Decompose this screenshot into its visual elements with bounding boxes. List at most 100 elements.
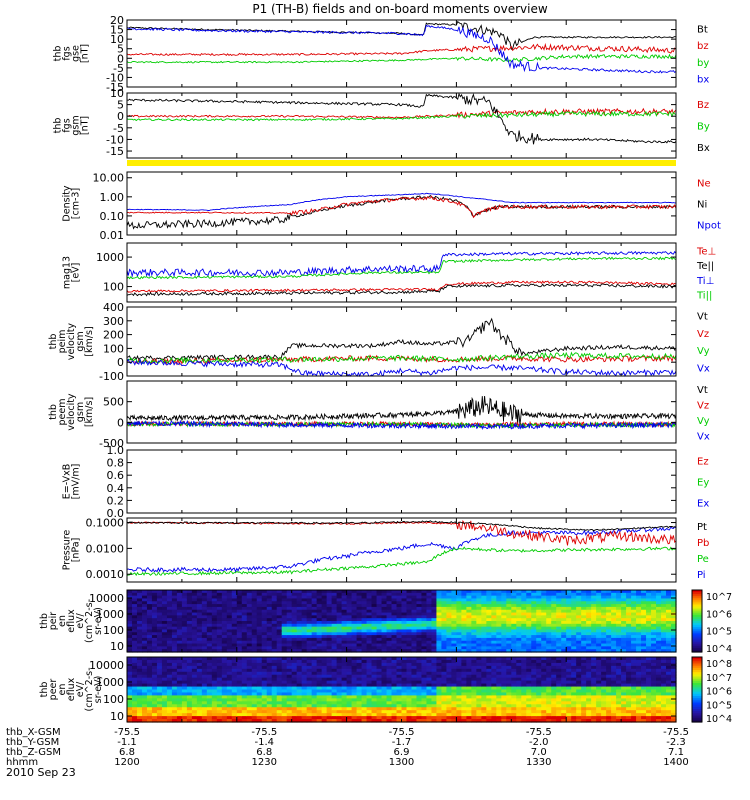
peer-spectrogram-cell: [596, 668, 602, 673]
peer-spectrogram-cell: [411, 698, 418, 702]
peer-spectrogram-cell: [596, 680, 602, 685]
peer-spectrogram-cell: [131, 704, 138, 708]
peer-spectrogram-cell: [396, 657, 403, 661]
peer-spectrogram-cell: [561, 707, 567, 711]
peir-spectrogram-cell: [541, 601, 547, 605]
peir-spectrogram-cell: [611, 612, 617, 616]
peer-spectrogram-cell: [386, 659, 393, 664]
peir-spectrogram-cell: [276, 626, 283, 631]
peer-spectrogram-cell: [356, 710, 363, 714]
peir-spectrogram-cell: [486, 635, 492, 639]
peer-spectrogram-cell: [506, 689, 512, 694]
peir-spectrogram-cell: [316, 618, 323, 622]
peer-spectrogram-cell: [546, 680, 552, 685]
peir-spectrogram-cell: [606, 637, 612, 642]
peir-spectrogram-cell: [536, 598, 542, 602]
peir-spectrogram-cell: [466, 649, 472, 653]
peer-spectrogram-cell: [541, 659, 547, 664]
peer-spectrogram-cell: [176, 677, 183, 682]
peer-spectrogram-cell: [141, 707, 148, 711]
peer-spectrogram-cell: [421, 668, 428, 673]
peir-spectrogram-cell: [381, 646, 388, 650]
efield-ytick-label: 0.4: [107, 482, 125, 495]
peir-spectrogram-cell: [181, 629, 188, 633]
peer-spectrogram-cell: [301, 659, 308, 664]
efield-ylabel: [mV/m]: [71, 464, 82, 500]
peir-spectrogram-cell: [496, 635, 502, 639]
peer-spectrogram-cell: [406, 704, 413, 708]
peir-spectrogram-cell: [276, 640, 283, 645]
peir-spectrogram-cell: [456, 646, 462, 650]
peer-spectrogram-cell: [426, 689, 433, 694]
peer-spectrogram-cell: [416, 662, 423, 667]
peer-spectrogram-cell: [221, 701, 228, 705]
peer-spectrogram-cell: [191, 689, 198, 694]
peer-spectrogram-cell: [181, 662, 188, 667]
peir-spectrogram-cell: [441, 623, 448, 628]
peir-spectrogram-cell: [511, 637, 517, 642]
peer-spectrogram-cell: [191, 704, 198, 708]
peer-spectrogram-cell: [371, 713, 378, 717]
peer-spectrogram-cell: [556, 671, 562, 676]
peir-spectrogram-cell: [466, 604, 472, 608]
peer-spectrogram-cell: [531, 698, 537, 702]
peir-spectrogram-cell: [446, 601, 453, 605]
peir-spectrogram-cell: [436, 612, 443, 616]
peer-spectrogram-cell: [261, 701, 268, 705]
peir-spectrogram-cell: [141, 626, 148, 631]
peer-spectrogram-cell: [216, 680, 223, 685]
peir-spectrogram-cell: [211, 595, 218, 600]
peir-spectrogram-cell: [406, 621, 413, 625]
peer-spectrogram-cell: [246, 689, 253, 694]
peir-spectrogram-cell: [661, 637, 667, 642]
peer-spectrogram-cell: [211, 665, 218, 670]
peer-spectrogram-cell: [556, 710, 562, 714]
peir-spectrogram-cell: [386, 612, 393, 616]
peir-spectrogram-cell: [636, 606, 642, 611]
peir-spectrogram-cell: [601, 649, 607, 653]
peer-spectrogram-cell: [361, 662, 368, 667]
peir-spectrogram-cell: [256, 640, 263, 645]
peir-spectrogram-cell: [206, 609, 213, 614]
peir-spectrogram-cell: [516, 621, 522, 625]
peir-spectrogram-cell: [596, 612, 602, 616]
peer-spectrogram-cell: [236, 659, 243, 664]
peir-spectrogram-cell: [176, 592, 183, 597]
peer-spectrogram-cell: [456, 665, 462, 670]
peir-spectrogram-cell: [376, 592, 383, 597]
peir-spectrogram-cell: [276, 618, 283, 622]
te-perp-line: [126, 280, 677, 293]
peer-spectrogram-cell: [271, 692, 278, 696]
peer-spectrogram-cell: [161, 665, 168, 670]
peir-spectrogram-cell: [206, 592, 213, 597]
peer-spectrogram-cell: [416, 710, 423, 714]
peir-spectrogram-cell: [536, 629, 542, 633]
peir-spectrogram-cell: [571, 590, 577, 594]
peir-spectrogram-cell: [321, 606, 328, 611]
peer-spectrogram-cell: [186, 692, 193, 696]
peer-spectrogram-cell: [386, 668, 393, 673]
peer-spectrogram-cell: [341, 680, 348, 685]
peir-spectrogram-cell: [221, 601, 228, 605]
peir-spectrogram-cell: [486, 626, 492, 631]
pressure-legend-blue: Pi: [697, 570, 706, 581]
peir-spectrogram-cell: [646, 615, 652, 619]
peir-spectrogram-cell: [511, 590, 517, 594]
peer-spectrogram-cell: [546, 707, 552, 711]
peir-spectrogram-cell: [571, 615, 577, 619]
peer-spectrogram-cell: [586, 701, 592, 705]
peir-spectrogram-cell: [186, 626, 193, 631]
peir-spectrogram-cell: [481, 623, 487, 628]
peir-spectrogram-cell: [501, 595, 507, 600]
peir-spectrogram-cell: [206, 635, 213, 639]
peir-spectrogram-cell: [651, 643, 657, 647]
peer-spectrogram-cell: [406, 683, 413, 688]
peer-spectrogram-cell: [366, 674, 373, 679]
peir-spectrogram-cell: [616, 598, 622, 602]
peir-spectrogram-cell: [341, 612, 348, 616]
peir-spectrogram-cell: [591, 598, 597, 602]
peer-spectrogram-cell: [481, 701, 487, 705]
peer-spectrogram-cell: [561, 680, 567, 685]
peer-spectrogram-cell: [521, 689, 527, 694]
